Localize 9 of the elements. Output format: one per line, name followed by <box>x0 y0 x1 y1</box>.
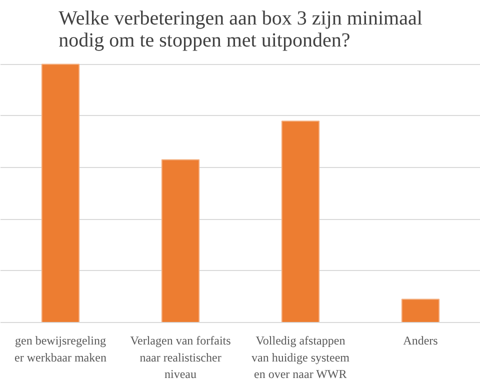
x-tick-label: gen bewijsregeling er werkbaar maken <box>14 334 106 364</box>
x-tick-label: Anders <box>403 334 438 348</box>
x-tick-label: Volledig afstappen van huidige systeem en over naar WWR <box>252 334 350 382</box>
bar <box>401 298 440 322</box>
bar <box>161 159 200 322</box>
bar <box>281 120 320 322</box>
x-tick-label: Verlagen van forfaits naar realistischer niveau <box>130 334 232 382</box>
bar <box>41 64 80 322</box>
chart-title: Welke verbeteringen aan box 3 zijn minimaal nodig om te stoppen met uitponden? <box>58 8 423 52</box>
